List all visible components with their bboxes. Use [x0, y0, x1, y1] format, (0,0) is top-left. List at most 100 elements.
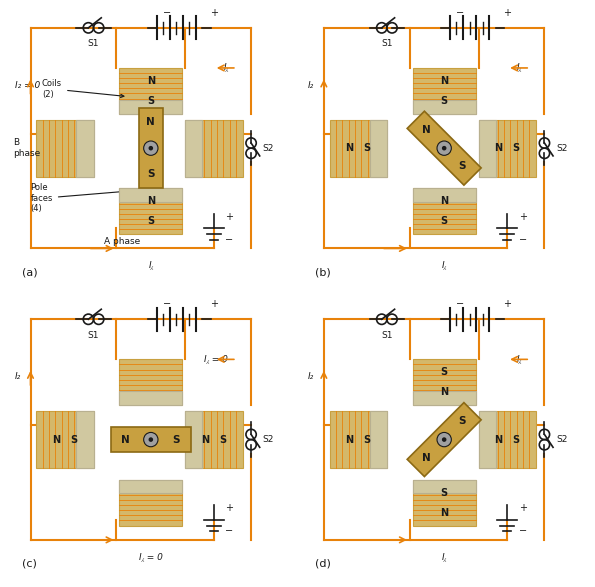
- Polygon shape: [139, 108, 163, 188]
- Text: I⁁: I⁁: [441, 552, 447, 562]
- Text: N: N: [494, 143, 503, 153]
- Circle shape: [143, 433, 158, 447]
- Bar: [413, 480, 475, 525]
- Text: N: N: [52, 434, 60, 444]
- Bar: [413, 68, 475, 114]
- Bar: [120, 480, 182, 525]
- Text: S: S: [441, 488, 447, 498]
- Bar: [76, 120, 93, 177]
- Text: N: N: [422, 125, 430, 135]
- Bar: [413, 392, 475, 405]
- Text: +: +: [226, 503, 233, 514]
- Text: +: +: [210, 8, 218, 18]
- Text: S: S: [70, 434, 77, 444]
- Polygon shape: [407, 403, 481, 477]
- Bar: [185, 411, 202, 468]
- Text: I₂ = 0: I₂ = 0: [15, 80, 40, 90]
- Text: S: S: [459, 416, 466, 426]
- Text: −: −: [456, 299, 464, 309]
- Text: S2: S2: [556, 144, 567, 153]
- Text: N: N: [440, 508, 448, 518]
- Text: +: +: [519, 503, 527, 514]
- Bar: [185, 120, 202, 177]
- Bar: [413, 100, 475, 114]
- Bar: [330, 411, 387, 468]
- Text: S: S: [173, 434, 180, 444]
- Text: −: −: [456, 8, 464, 18]
- Text: S2: S2: [262, 144, 274, 153]
- Text: I⁁ = 0: I⁁ = 0: [204, 355, 228, 364]
- Text: N: N: [440, 387, 448, 397]
- Text: S: S: [219, 434, 226, 444]
- Text: S: S: [441, 96, 447, 106]
- Bar: [36, 411, 93, 468]
- Text: +: +: [519, 212, 527, 222]
- Bar: [413, 188, 475, 202]
- Bar: [413, 359, 475, 405]
- Text: S: S: [459, 161, 466, 171]
- Text: −: −: [519, 527, 527, 537]
- Circle shape: [143, 141, 158, 156]
- Circle shape: [442, 437, 446, 442]
- Text: S: S: [147, 169, 155, 179]
- Text: −: −: [226, 235, 233, 245]
- Text: Coils
(2): Coils (2): [42, 79, 124, 99]
- Bar: [120, 188, 182, 202]
- Bar: [413, 188, 475, 234]
- Text: S: S: [441, 216, 447, 226]
- Bar: [413, 480, 475, 494]
- Text: S: S: [512, 434, 519, 444]
- Text: N: N: [440, 76, 448, 86]
- Text: I⁁: I⁁: [516, 63, 522, 72]
- Bar: [478, 411, 536, 468]
- Text: Pole
faces
(4): Pole faces (4): [30, 183, 124, 213]
- Bar: [120, 392, 182, 405]
- Text: −: −: [162, 8, 171, 18]
- Circle shape: [149, 437, 153, 442]
- Text: −: −: [162, 299, 171, 309]
- Text: I⁁: I⁁: [516, 355, 522, 364]
- Circle shape: [442, 146, 446, 150]
- Text: N: N: [494, 434, 503, 444]
- Text: S2: S2: [262, 435, 274, 444]
- Text: B
phase: B phase: [13, 139, 40, 158]
- Bar: [185, 120, 243, 177]
- Polygon shape: [111, 427, 191, 452]
- Text: I₂: I₂: [308, 372, 314, 381]
- Text: (b): (b): [315, 267, 331, 277]
- Text: N: N: [121, 434, 130, 444]
- Text: +: +: [503, 8, 511, 18]
- Text: N: N: [201, 434, 209, 444]
- Text: N: N: [346, 434, 353, 444]
- Bar: [120, 188, 182, 234]
- Text: −: −: [519, 235, 527, 245]
- Text: A phase: A phase: [104, 237, 140, 246]
- Bar: [369, 120, 387, 177]
- Text: N: N: [147, 76, 155, 86]
- Circle shape: [437, 433, 452, 447]
- Bar: [120, 480, 182, 494]
- Text: I⁁: I⁁: [441, 261, 447, 270]
- Text: S1: S1: [381, 330, 393, 340]
- Text: (d): (d): [315, 558, 331, 568]
- Text: N: N: [146, 117, 155, 127]
- Text: +: +: [210, 299, 218, 309]
- Text: I⁁: I⁁: [223, 63, 228, 72]
- Polygon shape: [407, 111, 481, 185]
- Text: +: +: [503, 299, 511, 309]
- Text: N: N: [440, 196, 448, 206]
- Bar: [36, 120, 93, 177]
- Bar: [478, 411, 496, 468]
- Text: I⁁ = 0: I⁁ = 0: [139, 552, 163, 562]
- Text: S1: S1: [88, 330, 99, 340]
- Text: S2: S2: [556, 435, 567, 444]
- Text: S: S: [364, 143, 370, 153]
- Bar: [76, 411, 93, 468]
- Text: I⁁: I⁁: [148, 261, 154, 270]
- Text: N: N: [147, 196, 155, 206]
- Bar: [120, 100, 182, 114]
- Bar: [185, 411, 243, 468]
- Text: S1: S1: [88, 39, 99, 48]
- Bar: [120, 359, 182, 405]
- Bar: [330, 120, 387, 177]
